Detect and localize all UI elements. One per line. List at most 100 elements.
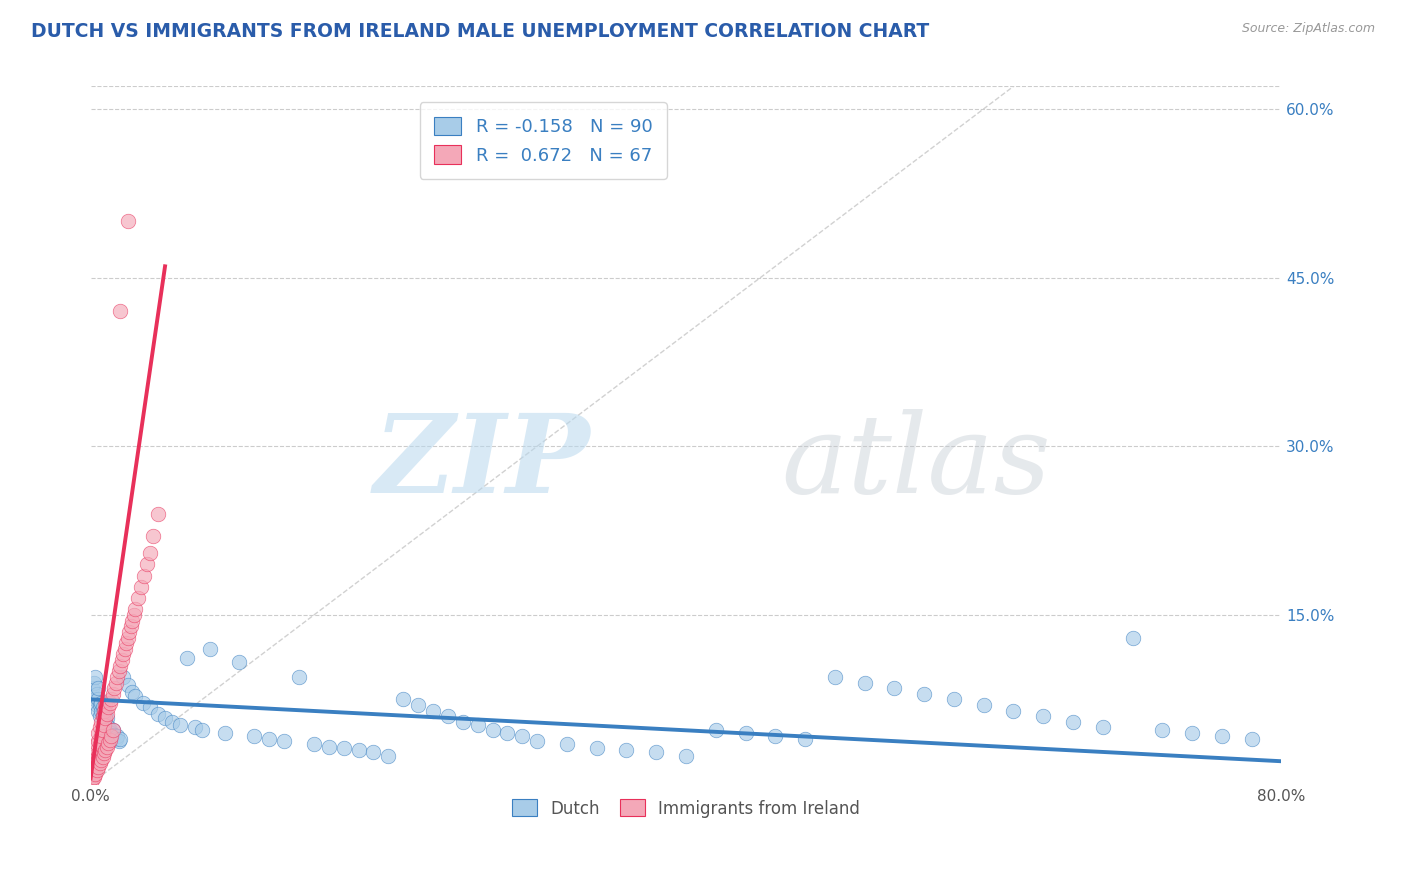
Point — [134, 568, 156, 582]
Point — [87, 681, 110, 695]
Point — [704, 723, 727, 737]
Point — [90, 714, 112, 729]
Point — [82, 681, 104, 695]
Point — [496, 726, 519, 740]
Point — [101, 723, 124, 737]
Point — [332, 740, 354, 755]
Point — [406, 698, 429, 712]
Point — [117, 214, 139, 228]
Point — [132, 696, 155, 710]
Point — [86, 737, 108, 751]
Point — [103, 681, 125, 695]
Point — [104, 731, 127, 746]
Point — [87, 748, 110, 763]
Point — [96, 718, 118, 732]
Point — [91, 709, 114, 723]
Point — [136, 558, 159, 572]
Point — [437, 709, 460, 723]
Point — [451, 714, 474, 729]
Point — [114, 641, 136, 656]
Text: atlas: atlas — [782, 409, 1050, 516]
Point — [146, 507, 169, 521]
Point — [1122, 631, 1144, 645]
Point — [90, 704, 112, 718]
Point — [127, 591, 149, 606]
Point — [98, 732, 121, 747]
Point — [84, 748, 107, 763]
Point — [675, 748, 697, 763]
Point — [111, 653, 134, 667]
Point — [97, 721, 120, 735]
Point — [86, 687, 108, 701]
Point — [1091, 721, 1114, 735]
Point — [184, 721, 207, 735]
Point — [93, 711, 115, 725]
Point — [243, 730, 266, 744]
Point — [89, 721, 111, 735]
Point — [942, 692, 965, 706]
Text: Source: ZipAtlas.com: Source: ZipAtlas.com — [1241, 22, 1375, 36]
Point — [100, 730, 122, 744]
Point — [90, 696, 112, 710]
Point — [96, 711, 118, 725]
Point — [363, 745, 385, 759]
Point — [93, 704, 115, 718]
Point — [93, 747, 115, 761]
Point — [89, 756, 111, 771]
Point — [98, 696, 121, 710]
Point — [853, 675, 876, 690]
Point — [467, 718, 489, 732]
Point — [302, 737, 325, 751]
Point — [169, 718, 191, 732]
Point — [142, 529, 165, 543]
Point — [90, 730, 112, 744]
Point — [110, 731, 132, 746]
Point — [347, 743, 370, 757]
Point — [97, 700, 120, 714]
Point — [94, 714, 117, 729]
Point — [1032, 709, 1054, 723]
Point — [117, 678, 139, 692]
Point — [146, 706, 169, 721]
Point — [87, 734, 110, 748]
Point — [824, 670, 846, 684]
Point — [110, 658, 132, 673]
Point — [84, 756, 107, 771]
Point — [288, 670, 311, 684]
Point — [912, 687, 935, 701]
Point — [139, 546, 162, 560]
Point — [1240, 731, 1263, 746]
Point — [318, 739, 340, 754]
Point — [1181, 726, 1204, 740]
Point — [481, 723, 503, 737]
Point — [94, 698, 117, 712]
Point — [103, 728, 125, 742]
Point — [94, 711, 117, 725]
Point — [93, 704, 115, 718]
Point — [89, 698, 111, 712]
Point — [91, 749, 114, 764]
Point — [90, 753, 112, 767]
Point — [86, 743, 108, 757]
Point — [89, 737, 111, 751]
Point — [98, 723, 121, 737]
Point — [91, 723, 114, 737]
Point — [87, 760, 110, 774]
Point — [122, 607, 145, 622]
Point — [585, 740, 607, 755]
Point — [121, 614, 143, 628]
Text: ZIP: ZIP — [374, 409, 591, 516]
Point — [1152, 723, 1174, 737]
Point — [83, 675, 105, 690]
Point — [96, 739, 118, 754]
Point — [526, 734, 548, 748]
Point — [91, 700, 114, 714]
Text: DUTCH VS IMMIGRANTS FROM IRELAND MALE UNEMPLOYMENT CORRELATION CHART: DUTCH VS IMMIGRANTS FROM IRELAND MALE UN… — [31, 22, 929, 41]
Point — [94, 706, 117, 721]
Point — [93, 718, 115, 732]
Point — [257, 731, 280, 746]
Point — [214, 726, 236, 740]
Point — [124, 602, 146, 616]
Point — [83, 770, 105, 784]
Point — [176, 650, 198, 665]
